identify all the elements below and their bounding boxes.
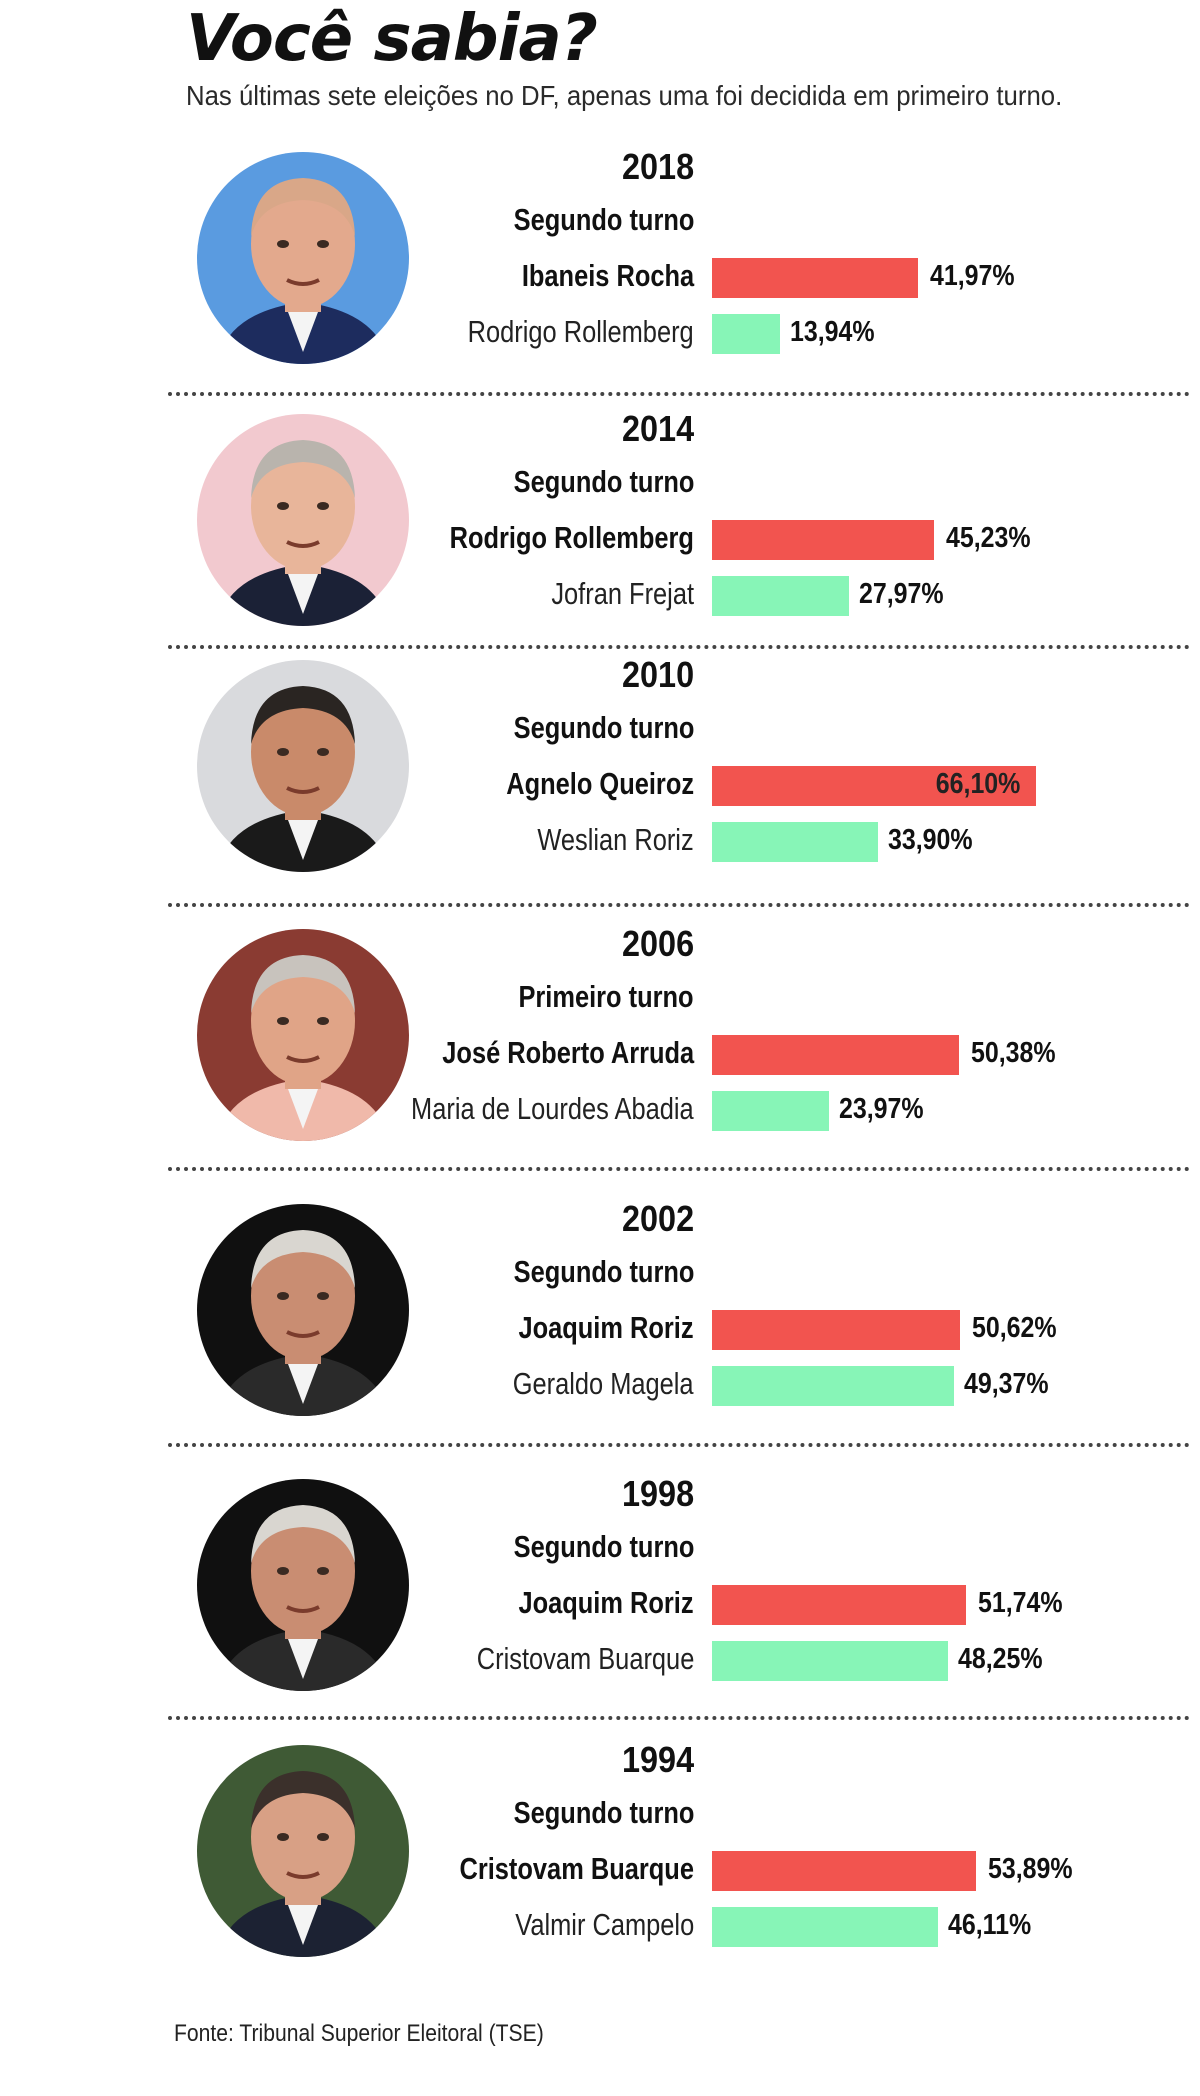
portrait-icon [197,929,409,1141]
winner-bar [712,1851,977,1891]
candidate-avatar [197,414,409,626]
runner-up-percent: 46,11% [947,1909,1032,1941]
runner-up-percent: 23,97% [839,1093,925,1125]
winner-bar [712,520,934,560]
winner-name: Joaquim Roriz [518,1585,694,1620]
election-round: Segundo turno [513,710,694,745]
runner-up-name: Weslian Roriz [537,822,694,857]
portrait-icon [197,1479,409,1691]
page-title: Você sabia? [186,2,598,76]
election-year: 2018 [621,146,694,187]
winner-name: Joaquim Roriz [518,1310,694,1345]
runner-up-percent: 48,25% [958,1643,1044,1675]
portrait-icon [197,152,409,364]
winner-percent: 50,38% [970,1037,1056,1069]
winner-percent: 50,62% [972,1312,1057,1344]
election-round: Segundo turno [513,202,694,237]
election-round: Segundo turno [513,1795,694,1830]
runner-up-percent: 13,94% [790,316,875,348]
candidate-avatar [197,929,409,1141]
winner-percent: 53,89% [988,1853,1073,1885]
portrait-icon [197,1204,409,1416]
winner-name: Cristovam Buarque [459,1851,694,1886]
winner-name: Agnelo Queiroz [506,766,694,801]
winner-percent: 51,74% [977,1587,1063,1619]
runner-up-name: Maria de Lourdes Abadia [411,1091,694,1126]
candidate-avatar [197,1745,409,1957]
runner-up-bar [712,314,781,354]
runner-up-percent: 27,97% [859,578,944,610]
election-year: 1998 [621,1473,694,1514]
candidate-avatar [197,1204,409,1416]
section-divider [168,1716,1190,1720]
runner-up-name: Valmir Campelo [515,1907,694,1942]
winner-percent: 66,10% [935,768,1020,800]
election-year: 2002 [621,1198,694,1239]
page-subtitle: Nas últimas sete eleições no DF, apenas … [186,80,1063,111]
runner-up-name: Jofran Frejat [551,576,694,611]
runner-up-bar [712,1641,949,1681]
election-year: 1994 [621,1739,694,1780]
portrait-icon [197,414,409,626]
runner-up-bar [712,1091,830,1131]
source-note: Fonte: Tribunal Superior Eleitoral (TSE) [174,2020,544,2047]
runner-up-percent: 49,37% [963,1368,1049,1400]
section-divider [168,1167,1190,1171]
election-round: Segundo turno [513,1529,694,1564]
runner-up-name: Geraldo Magela [513,1366,694,1401]
candidate-avatar [197,152,409,364]
runner-up-bar [712,1366,954,1406]
winner-name: Ibaneis Rocha [521,258,694,293]
section-divider [168,1443,1190,1447]
winner-percent: 41,97% [929,260,1015,292]
portrait-icon [197,660,409,872]
candidate-avatar [197,1479,409,1691]
election-round: Segundo turno [513,1254,694,1289]
section-divider [168,903,1190,907]
winner-name: Rodrigo Rollemberg [449,520,694,555]
runner-up-bar [712,1907,938,1947]
runner-up-bar [712,576,850,616]
winner-name: José Roberto Arruda [442,1035,694,1070]
election-year: 2006 [621,923,694,964]
section-divider [168,392,1190,396]
winner-bar [712,1310,961,1350]
election-year: 2010 [621,654,694,695]
runner-up-name: Cristovam Buarque [476,1641,694,1676]
candidate-avatar [197,660,409,872]
winner-percent: 45,23% [945,522,1031,554]
runner-up-bar [712,822,879,862]
portrait-icon [197,1745,409,1957]
runner-up-name: Rodrigo Rollemberg [467,314,694,349]
winner-bar [712,258,918,298]
winner-bar [712,1585,966,1625]
runner-up-percent: 33,90% [888,824,973,856]
election-round: Primeiro turno [518,979,694,1014]
winner-bar [712,1035,959,1075]
winner-bar [712,766,1036,806]
election-year: 2014 [621,408,694,449]
election-round: Segundo turno [513,464,694,499]
section-divider [168,645,1190,649]
